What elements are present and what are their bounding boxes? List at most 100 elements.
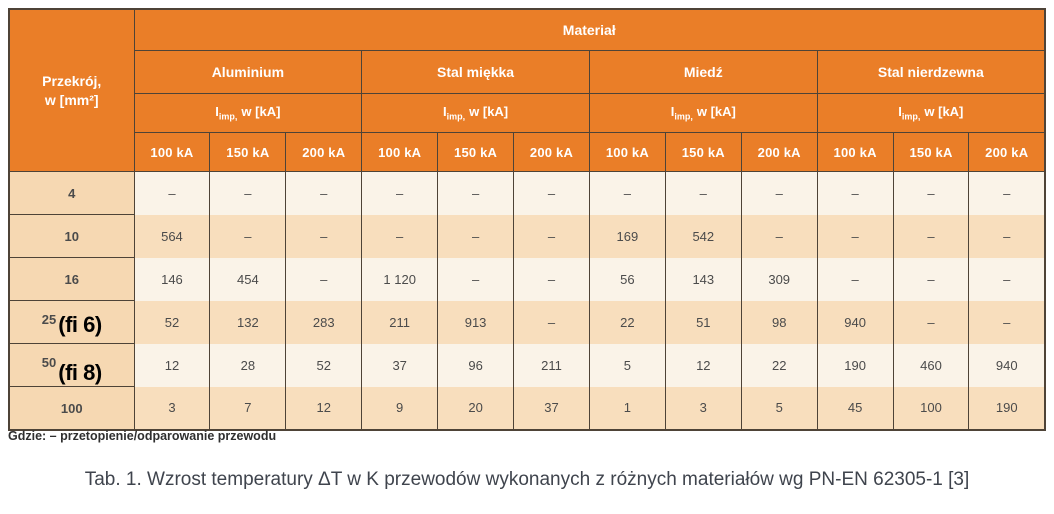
data-cell: – (437, 171, 515, 215)
row-header-cell: 10 (8, 214, 135, 258)
data-cell: – (133, 171, 211, 215)
row-header-cell: 4 (8, 171, 135, 215)
data-cell: 52 (285, 343, 363, 387)
imp-symbol: I (443, 104, 447, 120)
imp-unit: w [kA] (241, 104, 281, 120)
data-cell: 51 (664, 300, 742, 344)
ka-column-header: 150 kA (892, 132, 970, 172)
imp-symbol: I (898, 104, 902, 120)
data-cell: 37 (361, 343, 439, 387)
data-cell: 28 (209, 343, 287, 387)
data-cell: – (513, 300, 590, 344)
data-cell: 1 120 (361, 257, 439, 301)
data-cell: 460 (892, 343, 970, 387)
row-header-cell-25: 25(fi 6) (8, 300, 135, 344)
group-header-miedz: Miedź (588, 50, 818, 94)
temperature-rise-table: Przekrój, w [mm²] Materiał Aluminium Sta… (8, 8, 1046, 431)
data-cell: – (209, 171, 287, 215)
data-cell: 9 (361, 386, 439, 430)
data-cell: 52 (133, 300, 211, 344)
data-cell: 283 (285, 300, 363, 344)
ka-column-header: 100 kA (133, 132, 211, 172)
data-cell: 22 (740, 343, 818, 387)
data-cell: – (968, 257, 1046, 301)
data-cell: 12 (285, 386, 363, 430)
imp-subscript: imp, (901, 111, 921, 122)
ka-column-header: 200 kA (285, 132, 363, 172)
data-cell: – (816, 214, 894, 258)
imp-symbol: I (670, 104, 675, 120)
imp-symbol: I (215, 104, 219, 120)
footnote: Gdzie: – przetopienie/odparowanie przewo… (8, 429, 277, 443)
data-cell: 96 (437, 343, 515, 387)
annotation-fi6: (fi 6) (58, 312, 102, 337)
row-header-cell: 100 (8, 386, 135, 431)
data-cell: – (285, 214, 363, 258)
ka-column-header: 100 kA (588, 132, 666, 172)
data-cell: 940 (968, 343, 1046, 387)
row-header-value: 25 (41, 312, 57, 327)
ka-column-header: 100 kA (816, 132, 894, 172)
ka-column-header: 200 kA (513, 132, 590, 172)
ka-column-header: 200 kA (740, 132, 818, 172)
data-cell: – (892, 171, 970, 215)
imp-unit: w [kA] (696, 104, 736, 120)
corner-header-przekroj: Przekrój, w [mm²] (8, 8, 135, 172)
data-cell: – (437, 214, 515, 258)
ka-column-header: 150 kA (209, 132, 287, 172)
data-cell: – (892, 300, 970, 344)
data-cell: 3 (664, 386, 742, 430)
row-header-cell: 16 (8, 257, 135, 301)
imp-subscript: imp, (446, 111, 466, 122)
imp-header-miedz: Iimp, w [kA] (588, 93, 818, 133)
data-cell: – (513, 257, 590, 301)
data-cell: 12 (133, 343, 211, 387)
row-header-value: 50 (41, 355, 57, 370)
data-cell: 45 (816, 386, 894, 430)
imp-unit: w [kA] (469, 104, 509, 120)
ka-column-header: 150 kA (437, 132, 515, 172)
data-cell: 3 (133, 386, 211, 430)
data-cell: – (968, 171, 1046, 215)
material-header: Materiał (133, 8, 1046, 51)
data-cell: – (209, 214, 287, 258)
data-cell: 98 (740, 300, 818, 344)
data-cell: 940 (816, 300, 894, 344)
corner-header-line2: w [mm²] (44, 91, 99, 108)
data-cell: 169 (588, 214, 666, 258)
data-cell: 564 (133, 214, 211, 258)
imp-subscript: imp, (218, 111, 238, 122)
data-cell: 7 (209, 386, 287, 430)
data-cell: – (361, 171, 439, 215)
imp-unit: w [kA] (924, 104, 964, 120)
data-cell: – (740, 214, 818, 258)
data-cell: 211 (361, 300, 439, 344)
data-cell: 100 (892, 386, 970, 430)
data-cell: – (816, 171, 894, 215)
data-cell: 542 (664, 214, 742, 258)
imp-subscript: imp, (674, 111, 693, 122)
imp-header-aluminium: Iimp, w [kA] (133, 93, 363, 133)
corner-header-line1: Przekrój, (42, 72, 102, 89)
data-cell: 37 (513, 386, 590, 430)
data-cell: 190 (816, 343, 894, 387)
data-cell: – (437, 257, 515, 301)
data-cell: 1 (588, 386, 666, 430)
data-cell: – (892, 214, 970, 258)
data-cell: 190 (968, 386, 1046, 430)
data-cell: 913 (437, 300, 515, 344)
data-cell: 132 (209, 300, 287, 344)
data-cell: – (968, 214, 1046, 258)
imp-header-stal-nierdzewna: Iimp, w [kA] (816, 93, 1046, 133)
data-cell: 5 (740, 386, 818, 430)
data-cell: – (740, 171, 818, 215)
data-cell: – (285, 257, 363, 301)
data-cell: 143 (664, 257, 742, 301)
group-header-aluminium: Aluminium (133, 50, 363, 94)
data-cell: 12 (664, 343, 742, 387)
data-cell: – (892, 257, 970, 301)
group-header-stal-miekka: Stal miękka (361, 50, 590, 94)
ka-column-header: 150 kA (664, 132, 742, 172)
table-caption: Tab. 1. Wzrost temperatury ΔT w K przewo… (84, 469, 970, 490)
